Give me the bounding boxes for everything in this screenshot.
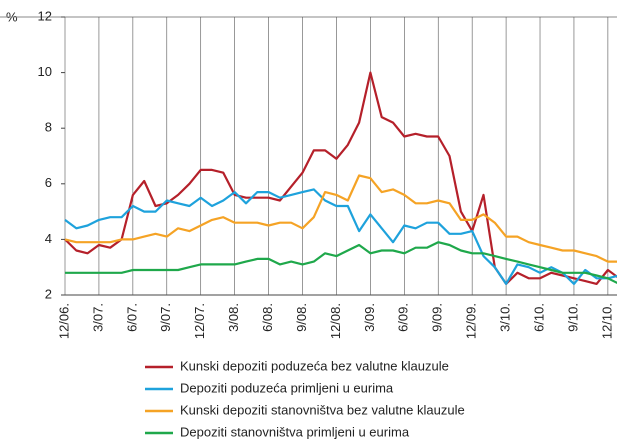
x-tick-label: 12/07. xyxy=(192,303,207,339)
x-tick-label: 12/06. xyxy=(56,303,71,339)
series-line xyxy=(64,71,617,285)
x-tick-label: 6/10. xyxy=(531,303,546,332)
x-tick-label: 9/10. xyxy=(565,303,580,332)
y-tick-label: 2 xyxy=(45,286,52,301)
x-tick-label: 6/09. xyxy=(396,303,411,332)
x-tick-label: 9/09. xyxy=(430,303,445,332)
x-tick-label: 12/09. xyxy=(464,303,479,339)
x-tick-label: 6/08. xyxy=(260,303,275,332)
series-line xyxy=(64,188,617,285)
series-line xyxy=(65,241,617,285)
x-tick-label: 9/08. xyxy=(294,303,309,332)
legend-label: Kunski depoziti stanovništva bez valutne… xyxy=(180,402,465,417)
legend-label: Kunski depoziti poduzeća bez valutne kla… xyxy=(180,358,449,373)
legend-label: Depoziti stanovništva primljeni u eurima xyxy=(180,424,410,439)
x-tick-label: 3/07. xyxy=(90,303,105,332)
y-tick-label: 6 xyxy=(45,175,52,190)
x-tick-label: 6/07. xyxy=(124,303,139,332)
series-line xyxy=(64,174,617,263)
y-tick-label: 4 xyxy=(45,231,52,246)
y-tick-label: 10 xyxy=(38,64,52,79)
x-tick-label: 3/10. xyxy=(498,303,513,332)
y-tick-label: 12 xyxy=(38,8,52,23)
x-tick-label: 3/08. xyxy=(226,303,241,332)
x-tick-label: 12/08. xyxy=(328,303,343,339)
x-tick-label: 3/09. xyxy=(362,303,377,332)
x-tick-label: 9/07. xyxy=(158,303,173,332)
legend-label: Depoziti poduzeća primljeni u eurima xyxy=(180,380,394,395)
y-tick-label: 8 xyxy=(45,120,52,135)
x-tick-label: 12/10. xyxy=(599,303,614,339)
